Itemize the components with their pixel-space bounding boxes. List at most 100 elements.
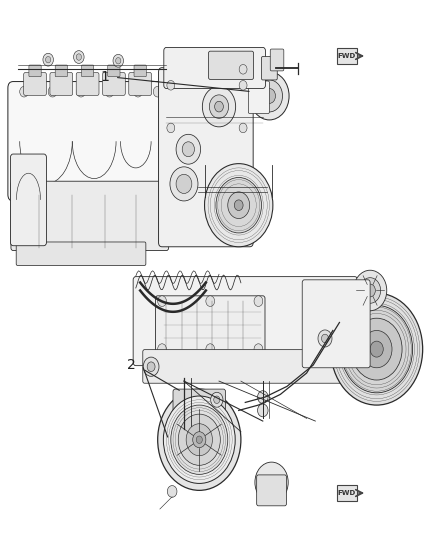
Circle shape [180, 407, 191, 419]
Circle shape [158, 389, 241, 490]
Circle shape [171, 405, 228, 474]
FancyBboxPatch shape [24, 72, 46, 95]
Circle shape [134, 86, 142, 97]
Circle shape [74, 51, 84, 63]
Circle shape [341, 305, 413, 393]
Circle shape [105, 187, 114, 197]
Circle shape [263, 88, 276, 103]
FancyBboxPatch shape [134, 65, 146, 77]
Circle shape [158, 296, 166, 306]
Circle shape [20, 86, 28, 97]
Text: FWD: FWD [337, 53, 355, 59]
Text: FWD: FWD [337, 490, 355, 496]
FancyBboxPatch shape [159, 68, 253, 247]
FancyBboxPatch shape [337, 48, 357, 64]
FancyBboxPatch shape [164, 47, 265, 88]
Circle shape [163, 396, 235, 483]
Circle shape [234, 200, 243, 211]
Circle shape [370, 341, 383, 357]
Text: 1: 1 [101, 70, 110, 84]
Circle shape [321, 334, 328, 343]
Circle shape [147, 362, 155, 372]
Circle shape [77, 86, 85, 97]
Circle shape [228, 192, 250, 219]
Circle shape [215, 101, 223, 112]
Circle shape [158, 344, 166, 354]
Circle shape [254, 344, 263, 354]
FancyBboxPatch shape [108, 65, 120, 77]
Circle shape [180, 391, 191, 403]
FancyBboxPatch shape [11, 181, 169, 251]
FancyBboxPatch shape [8, 82, 172, 201]
Circle shape [360, 278, 381, 303]
Circle shape [254, 296, 263, 306]
Circle shape [351, 318, 402, 380]
FancyBboxPatch shape [208, 51, 254, 79]
Circle shape [361, 330, 392, 368]
FancyBboxPatch shape [270, 49, 284, 71]
Circle shape [206, 344, 215, 354]
Circle shape [353, 270, 387, 311]
Circle shape [196, 436, 202, 443]
Circle shape [176, 174, 192, 193]
Circle shape [76, 54, 81, 60]
FancyBboxPatch shape [129, 72, 152, 95]
Circle shape [48, 86, 57, 97]
Circle shape [48, 187, 57, 197]
Circle shape [167, 486, 177, 497]
FancyBboxPatch shape [302, 280, 370, 368]
Circle shape [167, 123, 175, 133]
Circle shape [113, 54, 124, 67]
FancyBboxPatch shape [133, 277, 357, 366]
Circle shape [178, 414, 220, 465]
Circle shape [143, 357, 159, 376]
Circle shape [239, 80, 247, 90]
Circle shape [256, 80, 283, 112]
Circle shape [209, 95, 229, 118]
FancyBboxPatch shape [16, 242, 146, 265]
Circle shape [186, 424, 212, 456]
Circle shape [116, 58, 121, 64]
FancyBboxPatch shape [257, 475, 286, 506]
FancyBboxPatch shape [261, 56, 277, 80]
Circle shape [365, 284, 375, 297]
Circle shape [258, 391, 268, 403]
FancyBboxPatch shape [248, 81, 269, 114]
Circle shape [134, 187, 142, 197]
Circle shape [214, 396, 220, 403]
FancyBboxPatch shape [155, 296, 265, 354]
Circle shape [77, 187, 85, 197]
FancyBboxPatch shape [102, 72, 125, 95]
Circle shape [193, 432, 206, 448]
FancyBboxPatch shape [81, 65, 94, 77]
Circle shape [255, 462, 288, 503]
FancyBboxPatch shape [337, 485, 357, 501]
Circle shape [202, 86, 236, 127]
Circle shape [46, 56, 51, 63]
Circle shape [153, 86, 162, 97]
Circle shape [20, 187, 28, 197]
Circle shape [211, 392, 223, 407]
FancyBboxPatch shape [55, 65, 67, 77]
Circle shape [258, 404, 268, 417]
Circle shape [167, 80, 175, 90]
Circle shape [318, 330, 332, 347]
Circle shape [331, 293, 423, 405]
FancyBboxPatch shape [11, 154, 46, 246]
Circle shape [206, 296, 215, 306]
Circle shape [105, 86, 114, 97]
Circle shape [176, 134, 201, 164]
FancyBboxPatch shape [143, 350, 365, 383]
Circle shape [205, 164, 273, 247]
FancyBboxPatch shape [50, 72, 73, 95]
Circle shape [153, 187, 162, 197]
FancyBboxPatch shape [76, 72, 99, 95]
Circle shape [216, 177, 261, 233]
Circle shape [43, 53, 53, 66]
Circle shape [239, 64, 247, 74]
FancyBboxPatch shape [173, 389, 226, 429]
FancyBboxPatch shape [29, 65, 41, 77]
Circle shape [239, 123, 247, 133]
Text: 2: 2 [127, 358, 136, 372]
Circle shape [182, 142, 194, 157]
